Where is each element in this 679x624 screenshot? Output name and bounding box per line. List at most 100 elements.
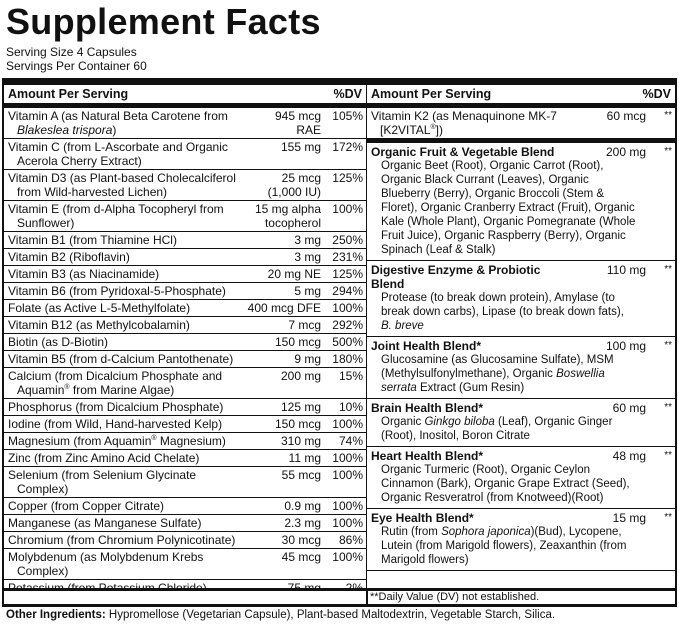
daily-value: 125%	[332, 171, 363, 185]
amount: 48 mg	[612, 449, 646, 463]
nutrient-name: Potassium (from Potassium Chloride)	[8, 581, 207, 588]
blend-ingredients: Organic Turmeric (Root), Organic Ceylon …	[381, 464, 630, 504]
text-part: (Leaf), Organic Ginger (Root), Inositol,…	[381, 416, 613, 442]
nutrient-name: Folate (as Active L-5-Methylfolate)	[8, 301, 191, 315]
nutrient-row: Vitamin D3 (as Plant-based Cholecalcifer…	[4, 170, 366, 201]
daily-value: **	[664, 340, 672, 351]
rule	[2, 604, 677, 607]
amount: 2.3 mg	[284, 516, 321, 530]
text-part: Vitamin K2 (as Menaquinone MK-7 [K2VITAL	[371, 109, 557, 137]
column-header: Amount Per Serving %DV	[367, 85, 675, 108]
blend-name: Joint Health Blend*	[371, 339, 482, 353]
superscript: ®	[430, 124, 436, 131]
text-part: Vitamin A (as Natural Beta Carotene from	[8, 109, 228, 123]
text-part: from Marine Algae)	[69, 383, 175, 397]
dv-header: %DV	[333, 87, 362, 101]
daily-value: 100%	[332, 451, 363, 465]
amount: 155 mg	[280, 140, 321, 154]
nutrient-name: Vitamin B12 (as Methylcobalamin)	[8, 318, 190, 332]
serving-info: Serving Size 4 Capsules Servings Per Con…	[6, 45, 147, 73]
amount-header: Amount Per Serving	[371, 87, 492, 101]
nutrient-name: Vitamin K2 (as Menaquinone MK-7 [K2VITAL…	[371, 109, 572, 137]
divider	[366, 591, 368, 605]
amount: 3 mg	[294, 250, 321, 264]
border	[675, 591, 677, 605]
nutrient-row: Magnesium (from Aquamin® Magnesium) 310 m…	[4, 433, 366, 450]
nutrient-row: Calcium (from Dicalcium Phosphate and Aq…	[4, 368, 366, 399]
blend: Organic Fruit & Vegetable Blend 200 mg ** O…	[367, 143, 675, 261]
text-part: ])	[435, 123, 443, 137]
text-part: Magnesium)	[156, 434, 226, 448]
daily-value: 231%	[332, 250, 363, 264]
daily-value: 100%	[332, 202, 363, 216]
blend-header: Eye Health Blend* 15 mg **	[371, 511, 672, 525]
daily-value: 500%	[332, 335, 363, 349]
nutrient-name: Vitamin A (as Natural Beta Carotene from…	[8, 109, 247, 137]
blend-name: Digestive Enzyme & Probiotic Blend	[371, 263, 541, 291]
blend: Brain Health Blend* 60 mg ** Organic Ginkgo…	[367, 399, 675, 447]
nutrient-row: Vitamin C (from L-Ascorbate and Organic …	[4, 139, 366, 170]
nutrient-row: Copper (from Copper Citrate) 0.9 mg 100%	[4, 498, 366, 515]
serving-size: Serving Size 4 Capsules	[6, 45, 137, 59]
dv-header: %DV	[642, 87, 671, 101]
text-part: Organic	[381, 416, 425, 428]
amount: 3 mg	[294, 233, 321, 247]
nutrient-name: Vitamin B5 (from d-Calcium Pantothenate)	[8, 352, 234, 366]
nutrient-row: Vitamin B1 (from Thiamine HCl) 3 mg 250%	[4, 232, 366, 249]
border	[2, 591, 4, 605]
daily-value: 10%	[338, 400, 363, 414]
nutrient-name: Magnesium (from Aquamin® Magnesium)	[8, 434, 247, 448]
daily-value: 292%	[332, 318, 363, 332]
blend-ingredients: Organic Beet (Root), Organic Carrot (Roo…	[381, 160, 636, 256]
blend-name: Organic Fruit & Vegetable Blend	[371, 145, 555, 159]
nutrient-row: Zinc (from Zinc Amino Acid Chelate) 11 mg…	[4, 450, 366, 467]
nutrient-name: Calcium (from Dicalcium Phosphate and Aq…	[8, 369, 247, 397]
nutrient-name: Chromium (from Chromium Polynicotinate)	[8, 533, 236, 547]
daily-value: **	[664, 450, 672, 461]
nutrient-name: Iodine (from Wild, Hand-harvested Kelp)	[8, 417, 223, 431]
amount: 25 mcg (1,000 IU)	[267, 171, 321, 199]
nutrient-name: Zinc (from Zinc Amino Acid Chelate)	[8, 451, 200, 465]
amount: 5 mg	[294, 284, 321, 298]
nutrient-row: Potassium (from Potassium Chloride) 75 mg…	[4, 580, 366, 588]
blend-ingredients: Organic Ginkgo biloba (Leaf), Organic Gi…	[381, 415, 636, 443]
daily-value: 2%	[345, 581, 363, 588]
amount: 15 mg	[612, 511, 646, 525]
amount: 45 mcg	[281, 550, 321, 564]
italic-text: B. breve	[381, 320, 424, 332]
amount-header: Amount Per Serving	[8, 87, 129, 101]
text-part: Protease (to break down protein), Amylas…	[381, 292, 624, 318]
italic-text: Sophora japonica	[441, 526, 531, 538]
nutrient-name: Selenium (from Selenium Glycinate Comple…	[8, 468, 197, 496]
daily-value: 294%	[332, 284, 363, 298]
blend-header: Heart Health Blend* 48 mg **	[371, 449, 672, 463]
text-part: Calcium (from Dicalcium Phosphate and Aq…	[8, 369, 223, 397]
amount: 150 mcg	[274, 335, 321, 349]
blend-name: Brain Health Blend*	[371, 401, 484, 415]
blend: Digestive Enzyme & Probiotic Blend 110 mg…	[367, 261, 675, 337]
blend: Joint Health Blend* 100 mg ** Glucosamine (…	[367, 337, 675, 399]
daily-value: **	[664, 264, 672, 275]
blend-header: Digestive Enzyme & Probiotic Blend 110 mg…	[371, 263, 672, 291]
daily-value: 100%	[332, 550, 363, 564]
amount: 30 mcg	[281, 533, 321, 547]
text-part: Glucosamine (as Glucosamine Sulfate), MS…	[381, 354, 614, 380]
nutrient-name: Vitamin B2 (Riboflavin)	[8, 250, 130, 264]
text-part: )	[112, 123, 117, 137]
amount: 100 mg	[605, 339, 646, 353]
amount: 200 mg	[605, 145, 646, 159]
nutrient-row: Vitamin K2 (as Menaquinone MK-7 [K2VITAL…	[367, 108, 675, 143]
italic-text: Blakeslea trispora	[17, 123, 113, 137]
other-ingredients: Other Ingredients: Hypromellose (Vegetar…	[6, 608, 555, 623]
blend-header: Brain Health Blend* 60 mg **	[371, 401, 672, 415]
daily-value: 180%	[332, 352, 363, 366]
other-text: Hypromellose (Vegetarian Capsule), Plant…	[108, 609, 556, 621]
blend-name: Heart Health Blend*	[371, 449, 484, 463]
nutrient-name: Vitamin C (from L-Ascorbate and Organic …	[8, 140, 228, 168]
blend-ingredients: Protease (to break down protein), Amylas…	[381, 291, 636, 333]
amount: 15 mg alpha tocopherol	[254, 202, 321, 230]
amount: 0.9 mg	[284, 499, 321, 513]
daily-value: 74%	[338, 434, 363, 448]
daily-value: 105%	[332, 109, 363, 123]
